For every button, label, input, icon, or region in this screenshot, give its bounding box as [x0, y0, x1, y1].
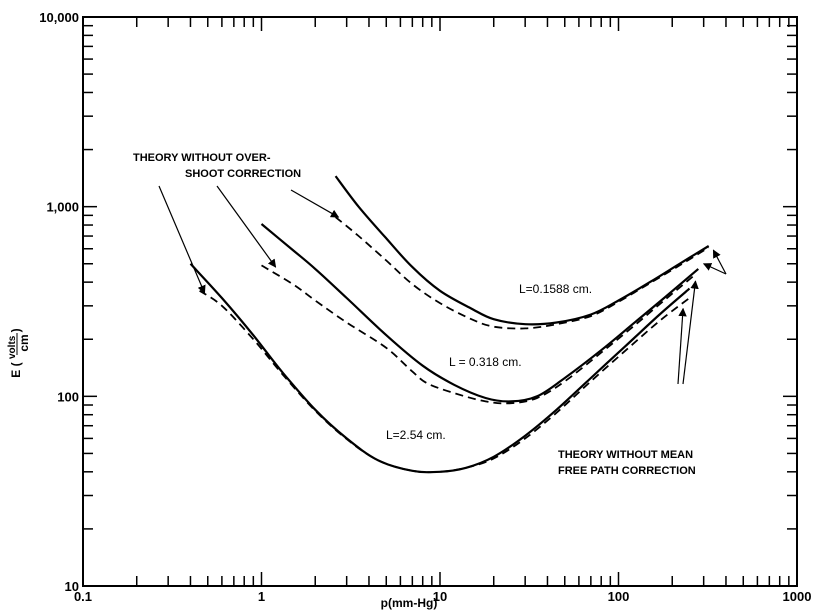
x-tick-label: 0.1	[74, 589, 92, 604]
x-tick-label: 10	[433, 589, 447, 604]
pointer-arrow-4	[682, 280, 699, 385]
x-tick-label: 100	[608, 589, 630, 604]
curve-label-0.1588: L=0.1588 cm.	[519, 282, 592, 296]
y-tick-label: 10,000	[39, 10, 79, 25]
pointer-arrow-2	[290, 189, 340, 218]
annotation-overshoot-line1: THEORY WITHOUT OVER-	[133, 152, 271, 164]
solid-curve-2	[260, 223, 700, 403]
pointer-arrow-1	[216, 185, 277, 268]
annotation-overshoot-line2: SHOOT CORRECTION	[185, 168, 301, 180]
svg-text:E ( volts ): E ( volts )	[4, 328, 23, 377]
y-axis-title: E ( volts ) cm	[4, 328, 31, 377]
x-tick-label: 1	[258, 589, 265, 604]
axis-ticks	[83, 17, 797, 586]
dashed-curve-5	[199, 290, 691, 474]
plot-frame-rect	[82, 16, 798, 587]
curve-label-0.318: L = 0.318 cm.	[449, 355, 522, 369]
annotation-meanfree-line1: THEORY WITHOUT MEAN	[558, 449, 693, 461]
dashed-curve-1	[335, 216, 710, 330]
dashed-curve-3	[261, 264, 697, 405]
annotation-pointers	[158, 185, 727, 385]
x-tick-label: 1000	[783, 589, 812, 604]
y-axis-title-suffix: )	[9, 328, 23, 332]
tick-labels: 0.1 1 10 100 1000 10 100 1,000 10,000	[39, 10, 811, 604]
plot-frame	[82, 16, 798, 587]
pointer-arrow-3	[677, 307, 687, 385]
y-axis-title-den: cm	[17, 334, 31, 351]
y-tick-label: 1,000	[46, 200, 79, 215]
pointer-arrow-6	[702, 263, 727, 275]
curve-label-2.54: L=2.54 cm.	[386, 428, 446, 442]
pointer-arrow-0	[158, 185, 206, 294]
y-tick-label: 10	[65, 579, 79, 594]
solid-curve-4	[189, 263, 691, 474]
annotation-meanfree-line2: FREE PATH CORRECTION	[558, 465, 696, 477]
pointer-arrow-5	[712, 249, 727, 275]
y-axis-title-num: volts	[7, 335, 18, 359]
x-axis-title: p(mm-Hg)	[381, 596, 438, 610]
y-axis-title-prefix: E (	[9, 362, 23, 377]
y-tick-label: 100	[57, 389, 79, 404]
solid-curve-0	[334, 175, 710, 326]
data-curves	[189, 175, 710, 474]
